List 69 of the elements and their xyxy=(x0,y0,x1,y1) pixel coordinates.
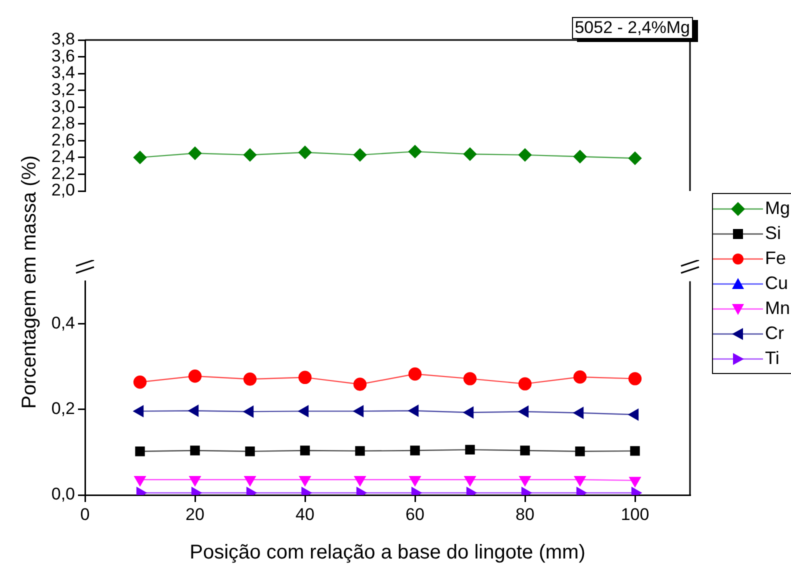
y-tick-label: 0,0 xyxy=(51,484,75,504)
point xyxy=(245,446,255,456)
point xyxy=(628,372,642,386)
y-tick-label: 3,6 xyxy=(51,46,75,66)
point xyxy=(243,372,257,386)
point xyxy=(133,376,147,389)
point xyxy=(408,404,419,417)
chart-title: 5052 - 2,4%Mg xyxy=(572,17,693,39)
point xyxy=(575,446,585,456)
point xyxy=(298,370,312,384)
x-tick-label: 80 xyxy=(516,504,534,524)
y-tick-label: 2,6 xyxy=(51,130,75,150)
point xyxy=(573,150,587,164)
point xyxy=(520,446,530,456)
x-tick-label: 40 xyxy=(296,504,314,524)
y-tick-label: 3,2 xyxy=(51,80,75,100)
point xyxy=(463,147,477,161)
point xyxy=(188,146,202,160)
legend-label: Ti xyxy=(765,348,780,369)
point xyxy=(465,444,475,455)
legend-label: Mn xyxy=(765,298,790,319)
point xyxy=(190,446,200,456)
point xyxy=(135,446,145,456)
y-tick-label: 0,4 xyxy=(51,314,75,333)
point xyxy=(298,146,312,160)
point xyxy=(298,405,309,417)
point xyxy=(300,446,310,456)
point xyxy=(573,407,584,419)
point xyxy=(463,406,474,418)
y-tick-label: 2,4 xyxy=(51,147,75,166)
x-tick-label: 0 xyxy=(80,504,90,524)
point xyxy=(408,144,422,158)
point xyxy=(133,405,144,417)
point xyxy=(628,152,642,165)
point xyxy=(188,404,199,417)
x-tick-label: 20 xyxy=(186,504,204,524)
legend-label: Fe xyxy=(765,248,786,269)
point xyxy=(518,406,529,418)
y-tick-label: 2,8 xyxy=(51,114,75,133)
point xyxy=(353,148,367,162)
y-axis-title: Porcentagem em massa (%) xyxy=(18,155,42,409)
point xyxy=(628,408,639,420)
y-tick-label: 3,0 xyxy=(51,96,75,116)
point xyxy=(355,446,365,456)
x-tick-label: 60 xyxy=(406,504,424,524)
y-tick-label: 0,2 xyxy=(51,399,75,418)
point xyxy=(243,406,254,418)
y-tick-label: 2,2 xyxy=(51,164,75,183)
point xyxy=(353,378,367,391)
point xyxy=(410,446,420,456)
point xyxy=(243,148,257,162)
legend-label: Si xyxy=(765,223,782,244)
point xyxy=(353,405,364,417)
point xyxy=(630,446,640,456)
legend-label: Cr xyxy=(765,323,784,344)
point xyxy=(573,370,587,384)
y-tick-label: 2,0 xyxy=(51,180,75,200)
legend-label: Cu xyxy=(765,273,788,294)
point xyxy=(133,150,147,164)
point xyxy=(518,148,532,162)
y-tick-label: 3,8 xyxy=(51,30,75,49)
point xyxy=(408,367,422,381)
point xyxy=(463,372,477,386)
x-axis-title: Posição com relação a base do lingote (mm) xyxy=(190,542,586,564)
y-tick-label: 3,4 xyxy=(51,63,75,82)
x-tick-label: 100 xyxy=(620,504,650,524)
point xyxy=(188,370,202,383)
point xyxy=(518,377,532,390)
legend-label: Mg xyxy=(765,198,790,219)
